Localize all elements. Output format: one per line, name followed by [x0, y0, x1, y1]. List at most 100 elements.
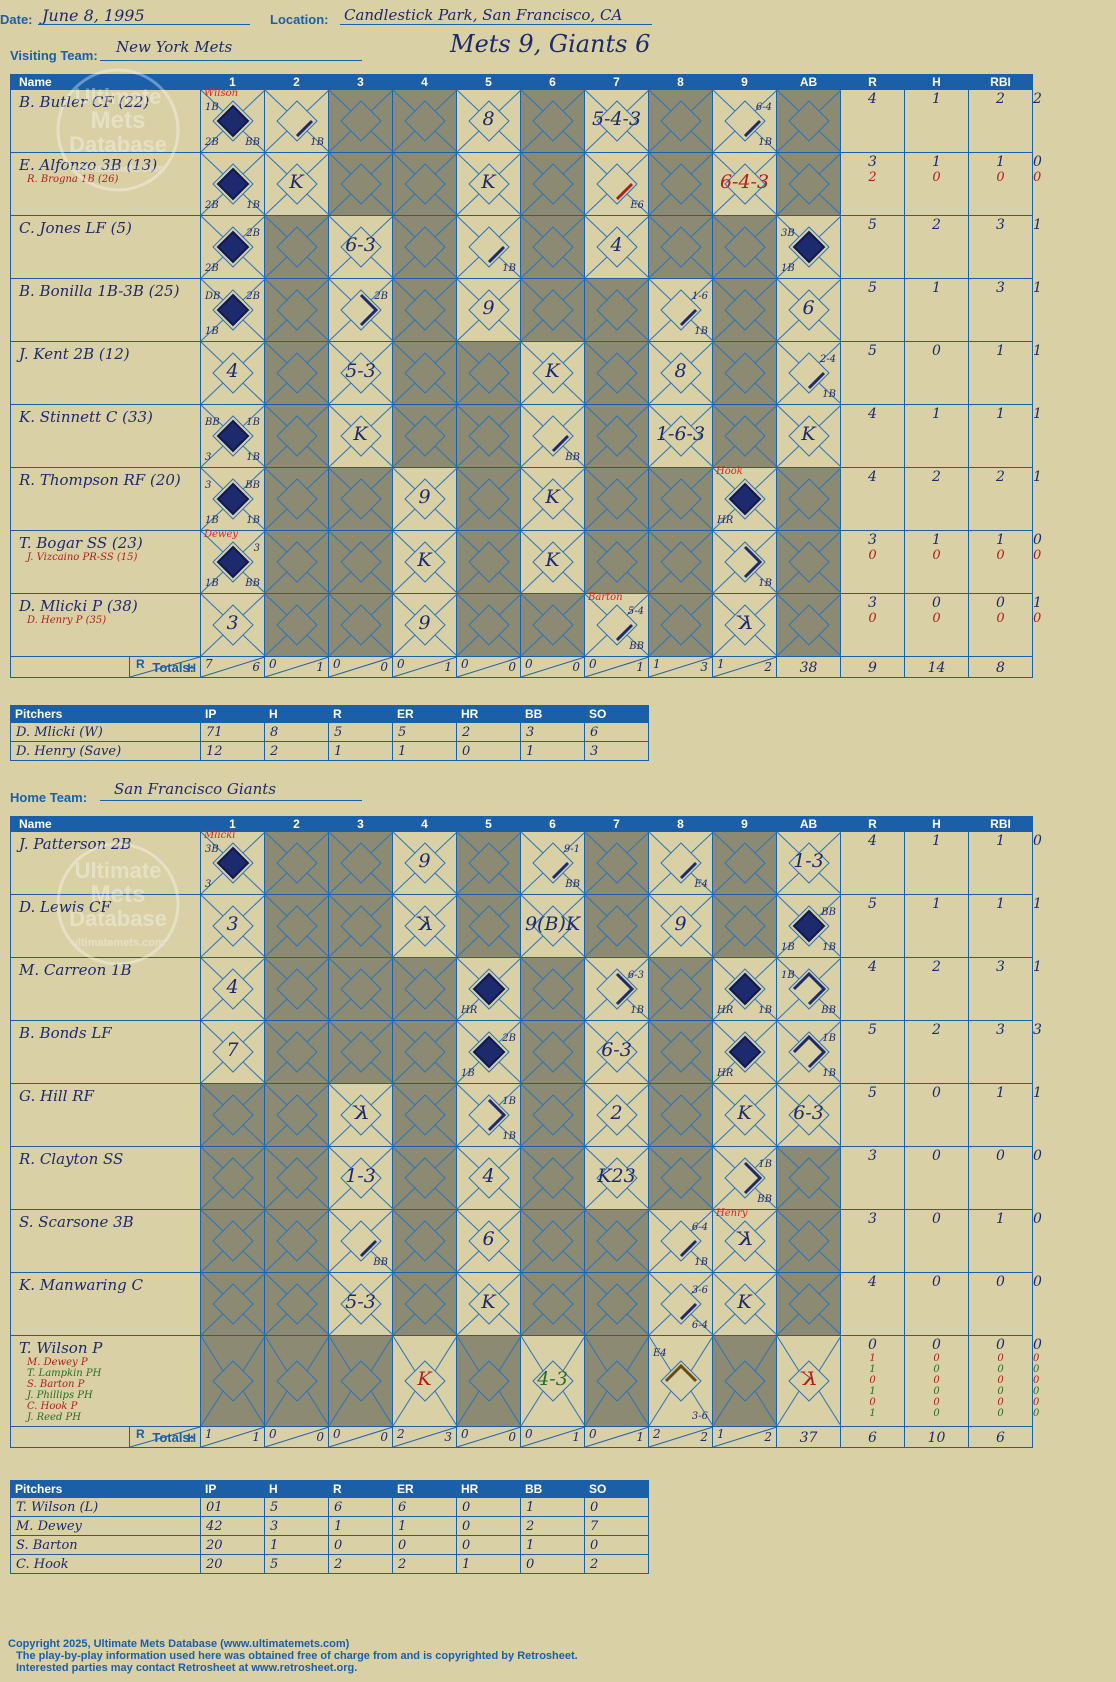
diamond-visitors-1-2 [329, 153, 393, 215]
path-line [457, 1084, 480, 1106]
path-line [777, 1336, 800, 1372]
diamond-home-0-0 [201, 832, 265, 894]
total-slash [521, 657, 585, 677]
stat-value: 0 [932, 1337, 941, 1353]
inning-hits: 3 [700, 660, 708, 674]
path-line [754, 1084, 777, 1106]
inning-runs: 0 [589, 1427, 597, 1441]
path-line [329, 571, 352, 593]
diamond-outline [596, 842, 638, 884]
path-line [370, 90, 393, 112]
path-line [329, 1124, 352, 1146]
diamond-visitors-8-0 [201, 594, 265, 656]
pitcher-name: T. Wilson (L) [10, 1497, 201, 1517]
totals-label: Totals: [152, 659, 194, 675]
inning-cell [392, 1083, 457, 1147]
diamond-home-3-5 [521, 1021, 585, 1083]
diamond-outline [724, 352, 766, 394]
diamond-home-3-6 [585, 1021, 649, 1083]
diamond-visitors-7-1 [265, 531, 329, 593]
path-line [626, 895, 649, 917]
diamond-visitors-2-6 [585, 216, 649, 278]
path-line [521, 256, 544, 278]
inning-cell [584, 1335, 649, 1427]
diamond-outline [596, 604, 638, 646]
path-line [393, 594, 416, 616]
diamond-outline [404, 100, 446, 142]
path-line [242, 958, 265, 980]
inning-cell [328, 894, 393, 958]
slash-line [521, 1427, 585, 1447]
path-line [818, 468, 841, 490]
stat-values: 5 [841, 342, 904, 359]
path-line [242, 1147, 265, 1169]
path-line [585, 130, 608, 152]
path-line [562, 1313, 585, 1335]
stat-value: 0 [868, 1337, 877, 1353]
diamond-outline [340, 1031, 382, 1073]
substitute-name: C. Hook P [27, 1401, 78, 1412]
pitcher-stat: 1 [520, 1535, 585, 1555]
path-line [329, 1313, 352, 1335]
path-line [329, 594, 352, 616]
path-line [201, 1124, 224, 1146]
path-line [626, 571, 649, 593]
path-line [649, 958, 672, 980]
batter-name-cell: B. Bonilla 1B-3B (25) [10, 278, 201, 342]
path-line [754, 279, 777, 301]
path-line [562, 531, 585, 553]
path-line [818, 1273, 841, 1295]
pitcher-stat: 2 [520, 1516, 585, 1536]
inning-runs: 0 [333, 1427, 341, 1441]
path-line [649, 895, 672, 917]
diamond-outline [788, 1283, 830, 1325]
play-note: 1B [246, 200, 260, 211]
play-note: 1B [205, 578, 219, 589]
path-line [242, 531, 265, 553]
path-line [585, 531, 608, 553]
path-line [713, 193, 736, 215]
diamond-outline [532, 842, 574, 884]
diamond-outline [468, 226, 510, 268]
play-note: HR [717, 1068, 734, 1079]
play-note: BB [205, 417, 220, 428]
play-note: BB [757, 1194, 772, 1205]
first-base-path [615, 182, 634, 201]
footer-retrosheet-note: The play-by-play information used here w… [16, 1650, 578, 1662]
batting-stat-h: 1 [968, 341, 1033, 405]
diamond-outline [532, 1094, 574, 1136]
stat-value: 2 [932, 469, 941, 485]
diamond-visitors-0-6 [585, 90, 649, 152]
path-line [498, 1061, 521, 1083]
pitchers-col-r: R [328, 1480, 393, 1498]
play-note: 1B [758, 1005, 772, 1016]
inning-cell [776, 1272, 841, 1336]
inning-runs: 0 [333, 657, 341, 671]
path-line [498, 1273, 521, 1295]
path-line [393, 468, 416, 490]
watermark-logo: Ultimate Mets Database ultimatemets.com [48, 68, 188, 198]
substitute-name: S. Barton P [27, 1379, 85, 1390]
pitcher-stat: 2 [264, 741, 329, 761]
inning-cell [392, 1146, 457, 1210]
path-line [818, 1061, 841, 1083]
diamond-visitors-3-8 [713, 279, 777, 341]
diamond-visitors-4-7 [649, 342, 713, 404]
play-note: 1B [502, 1096, 516, 1107]
batter-name-cell: R. Thompson RF (20) [10, 467, 201, 531]
path-line [585, 216, 608, 238]
diamond-visitors-2-9 [777, 216, 841, 278]
play-note: 5-4 [627, 606, 644, 617]
path-line [393, 935, 416, 957]
total-slash [649, 1427, 713, 1447]
path-line [265, 1021, 288, 1043]
diamond-outline [468, 842, 510, 884]
path-line [434, 634, 457, 656]
stat-value: 0 [932, 170, 941, 185]
diamond-outline [532, 968, 574, 1010]
path-line [585, 342, 608, 364]
path-line [498, 445, 521, 467]
diamond-visitors-3-4 [457, 279, 521, 341]
